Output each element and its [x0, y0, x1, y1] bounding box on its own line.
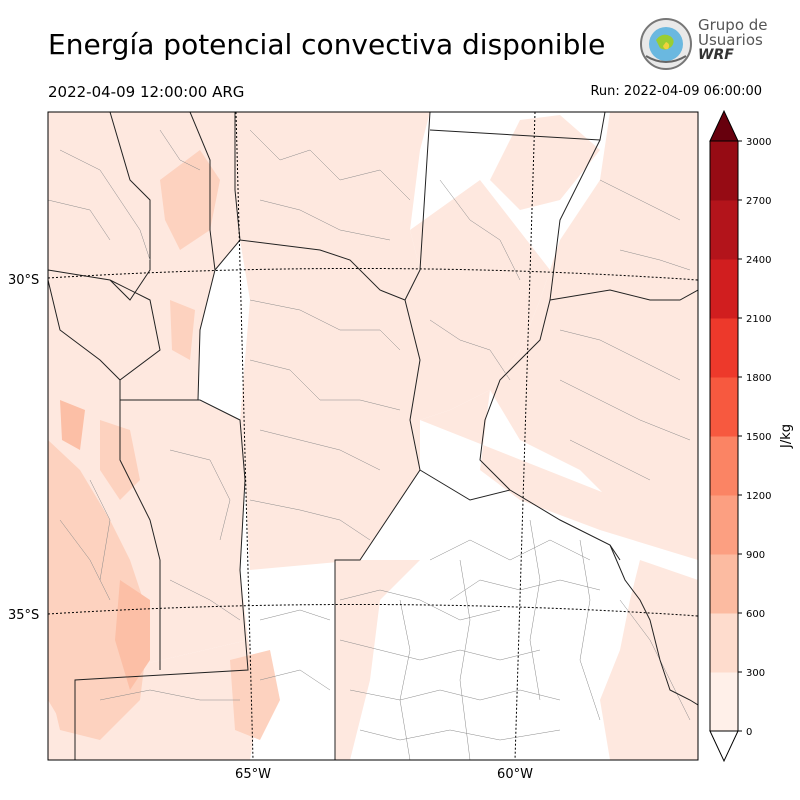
colorbar-tick-label: 2400: [746, 255, 771, 266]
colorbar-tick-label: 900: [746, 550, 765, 561]
graticule: [48, 112, 698, 760]
wrf-users-logo: Grupo de Usuarios WRF: [638, 16, 768, 72]
map-panel[interactable]: [48, 112, 698, 760]
logo-line-1: Grupo de: [698, 16, 768, 34]
run-time: Run: 2022-04-09 06:00:00: [590, 84, 762, 99]
logo-line-2: Usuarios: [698, 31, 763, 49]
colorbar-tick-label: 0: [746, 727, 752, 738]
colorbar-tick-label: 1800: [746, 373, 771, 384]
logo-globe-icon: [640, 18, 692, 70]
lon-label-65w: 65°W: [235, 767, 271, 782]
cape-fill-high: [60, 400, 150, 690]
colorbar-segment: [710, 436, 738, 496]
valid-time: 2022-04-09 12:00:00 ARG: [48, 83, 245, 101]
colorbar-over-arrow: [709, 109, 739, 142]
colorbar-under-arrow: [709, 730, 739, 763]
colorbar-segment: [710, 613, 738, 673]
lon-label-60w: 60°W: [497, 767, 533, 782]
colorbar-segment: [710, 259, 738, 319]
province-boundaries: [48, 112, 698, 760]
colorbar-tick-label: 600: [746, 609, 765, 620]
colorbar-tick-label: 1500: [746, 432, 771, 443]
logo-text: Grupo de Usuarios WRF: [698, 18, 768, 63]
map-frame: [47, 111, 699, 761]
coastline: [609, 544, 698, 706]
colorbar-segment: [710, 554, 738, 614]
colorbar-segment: [710, 377, 738, 437]
lat-label-30s: 30°S: [8, 273, 39, 288]
colorbar: 0 300 600 900 1200 1500 1800 2100 2400 2700 3000: [709, 109, 771, 763]
colorbar-segment: [710, 141, 738, 201]
colorbar-tick-label: 2100: [746, 314, 771, 325]
colorbar-tick-label: 300: [746, 668, 765, 679]
colorbar-unit-label: J/kg: [779, 424, 794, 449]
colorbar-tick-label: 3000: [746, 137, 771, 148]
logo-line-3: WRF: [698, 47, 734, 63]
colorbar-segment: [710, 495, 738, 555]
lat-label-35s: 35°S: [8, 608, 39, 623]
colorbar-tick-label: 2700: [746, 196, 771, 207]
map-title: Energía potencial convectiva disponible: [48, 28, 606, 61]
colorbar-tick-label: 1200: [746, 491, 771, 502]
colorbar-segment: [710, 672, 738, 732]
colorbar-segment: [710, 200, 738, 260]
colorbar-segment: [710, 318, 738, 378]
department-boundaries: [48, 129, 691, 760]
